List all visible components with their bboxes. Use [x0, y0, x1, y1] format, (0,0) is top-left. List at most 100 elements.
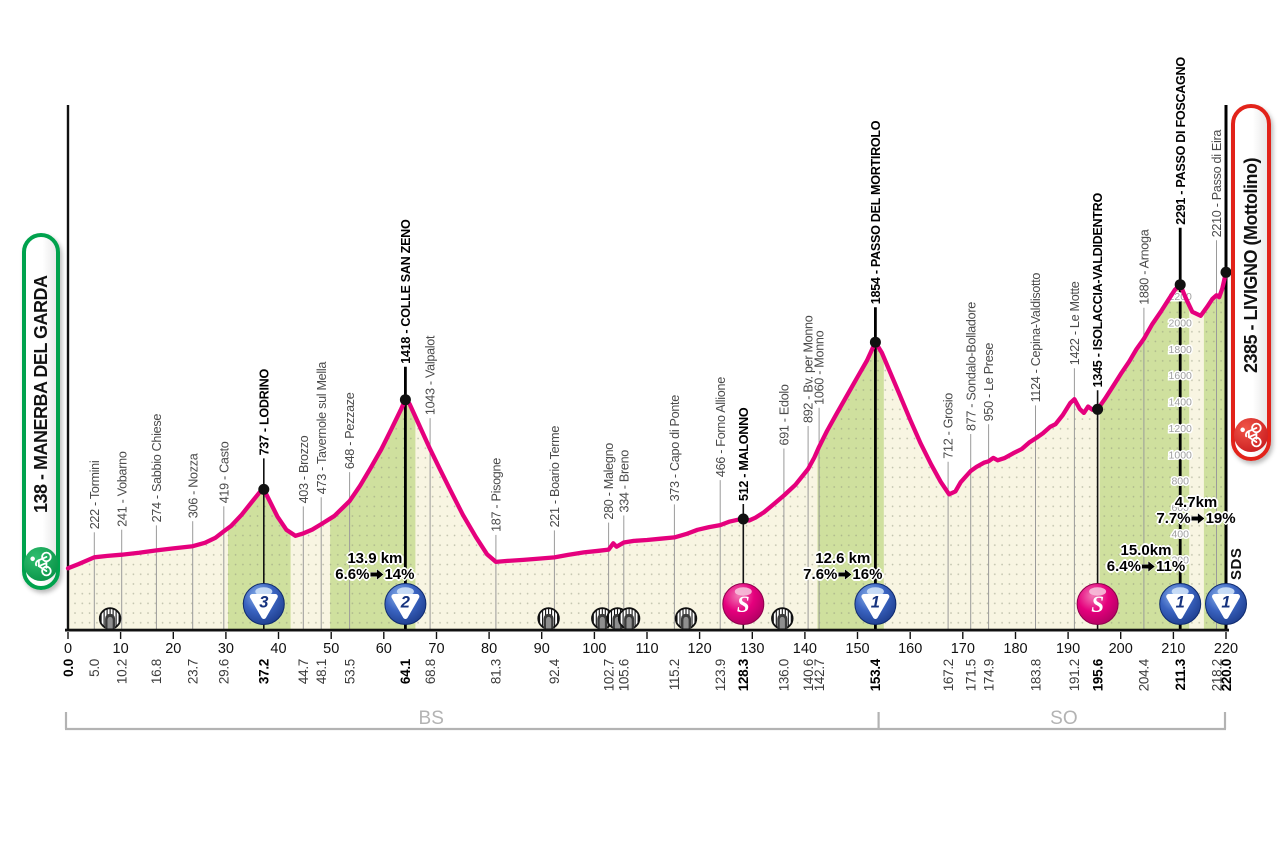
- svg-text:1: 1: [1176, 594, 1185, 612]
- x-axis-tick-label: 110: [635, 641, 658, 657]
- sds-finish-mark: SDS: [1228, 547, 1245, 580]
- climb-gradient: 6.4% 11%: [1106, 558, 1186, 575]
- waypoint-distance-label: 16.8: [149, 659, 164, 684]
- waypoint-distance-label: 64.1: [398, 658, 413, 684]
- start-cyclist-icon: [24, 547, 58, 581]
- waypoint-distance-label: 48.1: [314, 659, 329, 684]
- right-arrow-icon: [837, 566, 853, 583]
- elevation-scale-tick: 200: [1171, 555, 1189, 567]
- waypoint-name-label: 1854 - PASSO DEL MORTIROLO: [869, 120, 883, 304]
- waypoint-distance-label: 183.8: [1028, 659, 1043, 691]
- svg-text:S: S: [1091, 592, 1104, 617]
- waypoint-distance-label: 204.4: [1137, 658, 1152, 691]
- x-axis-tick-label: 10: [113, 641, 129, 657]
- svg-text:1: 1: [1221, 594, 1230, 612]
- waypoint-distance-label: 191.2: [1067, 659, 1082, 691]
- waypoint-distance-label: 123.9: [713, 659, 728, 691]
- x-axis-tick-label: 50: [323, 641, 339, 657]
- waypoint-distance-label: 92.4: [547, 658, 562, 684]
- summit-dot: [1220, 266, 1232, 278]
- waypoint-name-label: 1880 - Arnoga: [1138, 229, 1152, 305]
- waypoint-name-label: 473 - Tavernole sul Mella: [315, 362, 329, 495]
- waypoint-distance-label: 128.3: [736, 658, 751, 691]
- svg-text:S: S: [737, 592, 750, 617]
- climb-length: 15.0km: [1120, 542, 1172, 559]
- climb-length: 12.6 km: [815, 550, 871, 567]
- climb-length: 4.7km: [1174, 494, 1218, 511]
- waypoint-name-label: 648 - Pezzaze: [343, 392, 357, 469]
- x-axis-tick-label: 200: [1109, 641, 1133, 657]
- waypoint-distance-label: 218.2: [1209, 659, 1224, 691]
- waypoint-distance-label: 211.3: [1173, 658, 1188, 690]
- right-arrow-icon: [1141, 558, 1156, 575]
- x-axis-tick-label: 170: [951, 641, 975, 657]
- waypoint-distance-label: 195.6: [1090, 658, 1105, 691]
- tunnel-icon: [617, 607, 641, 630]
- start-location-label: 138 - MANERBA DEL GARDA: [30, 275, 51, 514]
- gpm-category-3-icon: 3: [242, 583, 285, 625]
- waypoint-name-label: 1043 - Valpalot: [424, 335, 438, 415]
- waypoint-name-label: 1060 - Monno: [813, 330, 827, 404]
- climb-stat: 15.0km 6.4% 11%: [1107, 543, 1185, 575]
- right-arrow-icon: [369, 566, 385, 583]
- waypoint-name-label: 1124 - Cepina-Valdisotto: [1029, 273, 1043, 403]
- waypoint-name-label: 280 - Malegno: [602, 443, 616, 520]
- climb-stat: 13.9 km 6.6% 14%: [335, 551, 414, 583]
- waypoint-distance-label: 81.3: [489, 659, 504, 684]
- elevation-scale-tick: 400: [1171, 528, 1189, 540]
- climb-gradient: 6.6% 14%: [335, 566, 415, 583]
- start-location-box: 138 - MANERBA DEL GARDA: [22, 233, 60, 590]
- waypoint-name-label: 950 - Le Prese: [982, 343, 996, 422]
- waypoint-name-label: 466 - Forno Allione: [714, 377, 728, 477]
- svg-text:1: 1: [871, 594, 880, 612]
- waypoint-distance-label: 105.6: [617, 659, 632, 691]
- waypoint-name-label: 334 - Breno: [617, 450, 631, 513]
- waypoint-distance-label: 140.6: [801, 659, 816, 691]
- waypoint-distance-label: 167.2: [941, 659, 956, 691]
- summit-dot: [1092, 403, 1104, 415]
- waypoint-name-label: 274 - Sabbio Chiese: [150, 414, 164, 523]
- climb-length: 13.9 km: [347, 550, 403, 567]
- summit-dot: [869, 336, 881, 348]
- waypoint-name-label: 737 - LODRINO: [257, 369, 271, 456]
- waypoint-distance-label: 171.5: [964, 659, 979, 691]
- tunnel-icon: [674, 607, 698, 630]
- sprint-icon: S: [1076, 583, 1119, 625]
- x-axis-tick-label: 130: [740, 641, 764, 657]
- waypoint-distance-label: 10.2: [115, 659, 130, 684]
- svg-text:3: 3: [259, 594, 268, 612]
- finish-cyclist-icon: [1234, 418, 1268, 452]
- climb-stat: 12.6 km 7.6% 16%: [803, 551, 882, 583]
- waypoint-name-label: 877 - Sondalo-Bolladore: [964, 302, 978, 431]
- waypoint-name-label: 403 - Brozzo: [297, 435, 311, 503]
- tunnel-icon: [771, 607, 794, 630]
- elevation-profile-line: [65, 270, 1229, 571]
- dot-grid-pattern: [68, 272, 1226, 630]
- summit-dot: [737, 513, 749, 525]
- waypoint-distance-label: 53.5: [342, 659, 357, 684]
- x-axis-tick-label: 210: [1161, 641, 1185, 657]
- x-axis-tick-label: 90: [534, 641, 550, 657]
- right-arrow-icon: [1191, 510, 1206, 527]
- tunnel-icon: [537, 607, 560, 630]
- climb-stat: 4.7km 7.7% 19%: [1156, 495, 1235, 527]
- waypoint-distance-label: 29.6: [217, 659, 232, 684]
- waypoint-name-label: 306 - Nozza: [186, 453, 200, 518]
- elevation-scale-tick: 800: [1171, 476, 1189, 488]
- summit-dot: [1174, 279, 1186, 291]
- x-axis-tick-label: 190: [1056, 641, 1080, 657]
- elevation-scale-tick: 2000: [1169, 318, 1193, 330]
- waypoint-name-label: 221 - Boario Terme: [548, 426, 562, 528]
- province-label: BS: [419, 708, 444, 729]
- finish-location-box: 2385 - LIVIGNO (Mottolino): [1231, 104, 1271, 461]
- waypoint-distance-label: 153.4: [868, 658, 883, 691]
- waypoint-name-label: 2210 - Passo di Eira: [1210, 130, 1224, 238]
- gpm-category-1-icon: 1: [1205, 583, 1247, 625]
- waypoint-name-label: 419 - Casto: [217, 441, 231, 503]
- waypoint-distance-label: 68.8: [423, 659, 438, 684]
- waypoint-distance-label: 23.7: [186, 659, 201, 684]
- waypoint-distance-label: 44.7: [296, 659, 311, 684]
- x-axis-tick-label: 80: [481, 641, 497, 657]
- gpm-category-1-icon: 1: [1159, 583, 1202, 625]
